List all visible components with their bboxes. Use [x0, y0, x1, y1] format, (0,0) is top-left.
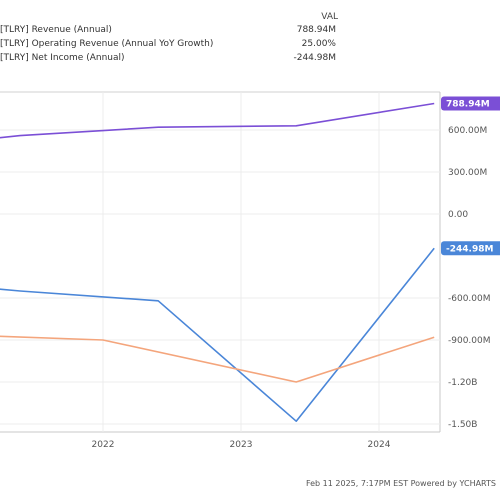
y-tick-label: -1.50B	[448, 420, 477, 430]
series-line	[0, 247, 435, 423]
series-line	[0, 102, 435, 139]
legend-row-operating-revenue[interactable]: [TLRY] Operating Revenue (Annual YoY Gro…	[0, 39, 340, 53]
x-tick-label: 2022	[92, 440, 115, 450]
y-tick-label: 0.00	[448, 210, 468, 220]
y-tick-label: 600.00M	[448, 126, 487, 136]
legend-value: 25.00%	[301, 39, 336, 49]
y-tick-label: 300.00M	[448, 168, 487, 178]
y-tick-label: -600.00M	[448, 294, 491, 304]
legend-label: [TLRY] Revenue (Annual)	[0, 25, 112, 35]
legend-header: VAL	[321, 12, 338, 22]
chart-footer: Feb 11 2025, 7:17PM EST Powered by YCHAR…	[305, 479, 496, 488]
legend-row-net-income[interactable]: [TLRY] Net Income (Annual) -244.98M	[0, 53, 340, 67]
x-tick-label: 2024	[368, 440, 391, 450]
legend-label: [TLRY] Operating Revenue (Annual YoY Gro…	[0, 39, 214, 49]
series-line	[0, 335, 435, 383]
series-end-badge	[441, 96, 500, 111]
legend-value: -244.98M	[293, 53, 336, 63]
series-end-badge	[441, 241, 500, 256]
legend-label: [TLRY] Net Income (Annual)	[0, 53, 125, 63]
y-tick-label: -900.00M	[448, 336, 491, 346]
series-end-label: 788.94M	[446, 100, 490, 110]
series-end-label: -244.98M	[446, 244, 493, 254]
legend-row-revenue[interactable]: [TLRY] Revenue (Annual) 788.94M	[0, 25, 340, 39]
y-tick-label: -1.20B	[448, 378, 477, 388]
x-tick-label: 2023	[230, 440, 253, 450]
legend-value: 788.94M	[296, 25, 336, 35]
